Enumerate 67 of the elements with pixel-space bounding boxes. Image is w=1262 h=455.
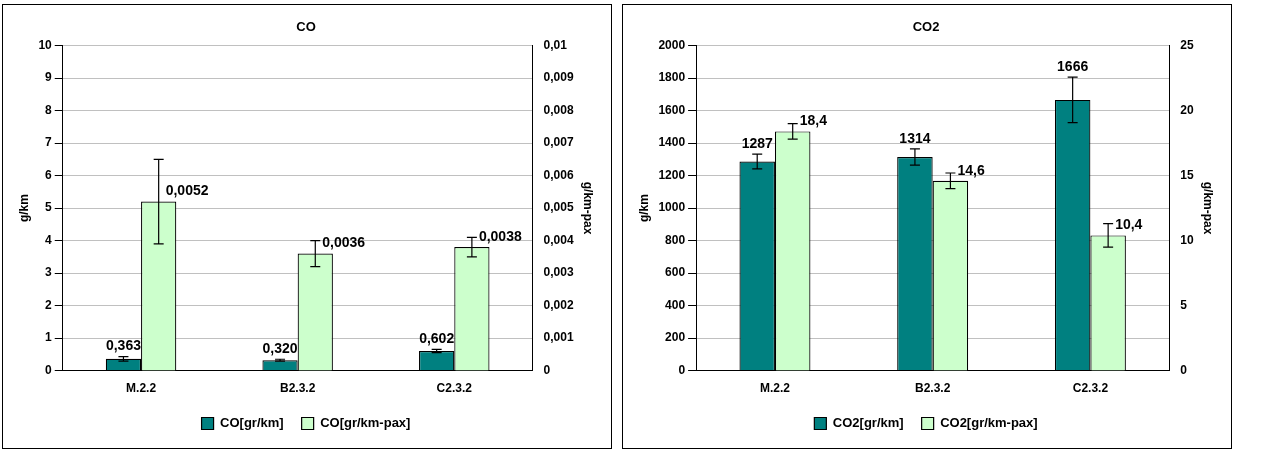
data-label: 18,4 bbox=[799, 112, 828, 129]
chart-title: CO2 bbox=[912, 19, 940, 35]
x-tick-label: B2.3.2 bbox=[914, 381, 951, 396]
y-tick-label: 6 bbox=[45, 167, 53, 182]
data-label: 1314 bbox=[899, 129, 931, 146]
y2-tick-label: 0,003 bbox=[543, 265, 574, 280]
y2-tick-label: 15 bbox=[1180, 167, 1194, 182]
y-tick-label: 7 bbox=[45, 135, 53, 150]
y2-tick-label: 0,004 bbox=[543, 232, 574, 247]
x-tick-label: M.2.2 bbox=[126, 381, 157, 396]
data-label: 0,0036 bbox=[322, 234, 366, 251]
y-tick-label: 4 bbox=[45, 232, 53, 247]
y2-tick-label: 0,001 bbox=[543, 330, 574, 345]
y2-tick-label: 0,007 bbox=[543, 135, 574, 150]
y-tick-label: 0 bbox=[678, 362, 686, 377]
y-tick-label: 400 bbox=[665, 297, 686, 312]
y2-tick-label: 0,002 bbox=[543, 297, 574, 312]
y-tick-label: 2 bbox=[45, 297, 53, 312]
y2-tick-label: 0,01 bbox=[543, 37, 568, 52]
y-tick-label: 5 bbox=[45, 200, 53, 215]
y-tick-label: 1600 bbox=[658, 102, 686, 117]
y-tick-label: 600 bbox=[665, 265, 686, 280]
data-label: 0,363 bbox=[105, 337, 142, 354]
y2-axis-title: g/km-pax bbox=[581, 181, 596, 235]
legend-label: CO[gr/km-pax] bbox=[320, 415, 411, 431]
y-tick-label: 3 bbox=[45, 265, 53, 280]
data-label: 14,6 bbox=[957, 161, 985, 178]
x-tick-label: B2.3.2 bbox=[279, 381, 316, 396]
y2-tick-label: 0,009 bbox=[543, 70, 574, 85]
x-tick-label: C2.3.2 bbox=[1072, 381, 1109, 396]
data-label: 1287 bbox=[741, 135, 773, 152]
y2-tick-label: 25 bbox=[1180, 37, 1194, 52]
y2-tick-label: 10 bbox=[1180, 232, 1194, 247]
y2-tick-label: 0 bbox=[543, 362, 551, 377]
y-axis-title: g/km bbox=[636, 194, 651, 223]
y2-tick-label: 5 bbox=[1180, 297, 1188, 312]
x-tick-label: M.2.2 bbox=[759, 381, 791, 396]
y2-tick-label: 0,005 bbox=[543, 200, 574, 215]
data-label: 0,0038 bbox=[478, 227, 522, 244]
y-axis-title: g/km bbox=[16, 194, 31, 223]
data-label: 0,320 bbox=[262, 340, 298, 357]
y2-tick-label: 0,008 bbox=[543, 102, 574, 117]
data-label: 0,602 bbox=[419, 330, 455, 347]
y-tick-label: 1400 bbox=[658, 135, 686, 150]
y2-tick-label: 0,006 bbox=[543, 167, 574, 182]
y-tick-label: 200 bbox=[665, 330, 686, 345]
y-tick-label: 2000 bbox=[658, 37, 686, 52]
y-tick-label: 1800 bbox=[658, 70, 686, 85]
data-label: 10,4 bbox=[1115, 216, 1143, 233]
y2-axis-title: g/km-pax bbox=[1201, 181, 1216, 235]
data-label: 0,0052 bbox=[165, 182, 209, 199]
legend-label: CO2[gr/km-pax] bbox=[940, 415, 1038, 431]
y-tick-label: 8 bbox=[45, 102, 53, 117]
y-tick-label: 1000 bbox=[658, 200, 686, 215]
y-tick-label: 10 bbox=[38, 37, 53, 52]
data-label: 1666 bbox=[1057, 57, 1089, 74]
y-tick-label: 800 bbox=[665, 232, 686, 247]
legend-label: CO[gr/km] bbox=[220, 415, 284, 431]
legend-label: CO2[gr/km] bbox=[832, 415, 904, 431]
y2-tick-label: 0 bbox=[1180, 362, 1188, 377]
chart-title: CO bbox=[296, 19, 316, 35]
x-tick-label: C2.3.2 bbox=[436, 381, 473, 396]
y-tick-label: 1200 bbox=[658, 167, 686, 182]
y-tick-label: 1 bbox=[45, 330, 53, 345]
y2-tick-label: 20 bbox=[1180, 102, 1194, 117]
y-tick-label: 9 bbox=[45, 70, 53, 85]
y-tick-label: 0 bbox=[45, 362, 53, 377]
